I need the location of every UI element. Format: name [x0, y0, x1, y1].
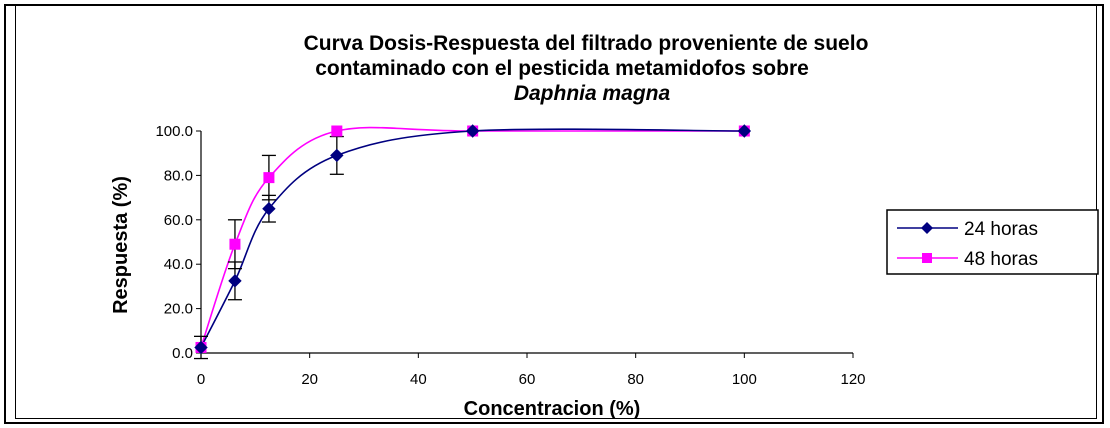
y-tick-label: 80.0 [164, 167, 193, 184]
data-point-24h [262, 201, 276, 216]
legend-marker-24h [921, 222, 933, 234]
y-tick-label: 40.0 [164, 256, 193, 273]
chart-title-line-2: contaminado con el pesticida metamidofos… [315, 57, 809, 80]
plot-area: 0.0 20.0 40.0 60.0 80.0 100.0 0 20 40 60 80 100 120 [155, 123, 865, 388]
data-point-48h [229, 238, 241, 250]
data-markers [194, 124, 752, 355]
x-tick-label: 60 [519, 371, 536, 388]
data-point-48h [331, 125, 343, 137]
x-tick-label: 120 [840, 371, 865, 388]
data-point-24h [737, 124, 752, 138]
data-point-48h [263, 172, 275, 184]
y-tick-label: 100.0 [155, 123, 193, 140]
chart-title-line-1: Curva Dosis-Respuesta del filtrado prove… [304, 32, 869, 55]
error-bars [194, 135, 344, 360]
x-axis-title: Concentracion (%) [464, 398, 641, 420]
x-tick-label: 80 [627, 371, 644, 388]
x-tick-label: 40 [410, 371, 427, 388]
chart-title-line-3: Daphnia magna [514, 82, 671, 105]
chart-title: Curva Dosis-Respuesta del filtrado prove… [304, 32, 869, 105]
y-tick-label: 0.0 [172, 345, 193, 362]
x-tick-label: 100 [732, 371, 757, 388]
data-point-24h [228, 274, 242, 288]
y-axis-title: Respuesta (%) [110, 176, 132, 314]
axes: 0.0 20.0 40.0 60.0 80.0 100.0 0 20 40 60 80 100 120 [155, 123, 865, 388]
data-point-24h [330, 148, 344, 163]
x-tick-label: 0 [197, 371, 205, 388]
legend-label-24h: 24 horas [964, 219, 1038, 240]
y-tick-label: 60.0 [164, 212, 193, 229]
data-point-24h [194, 340, 208, 355]
y-tick-label: 20.0 [164, 301, 193, 318]
series-line-48h [200, 126, 745, 348]
legend-marker-48h [922, 253, 932, 263]
legend-label-48h: 48 horas [964, 249, 1038, 270]
data-point-24h [465, 124, 480, 138]
legend: 24 horas 48 horas [886, 209, 1099, 275]
series-lines [200, 126, 745, 348]
legend-box [886, 209, 1099, 275]
x-tick-label: 20 [301, 371, 318, 388]
